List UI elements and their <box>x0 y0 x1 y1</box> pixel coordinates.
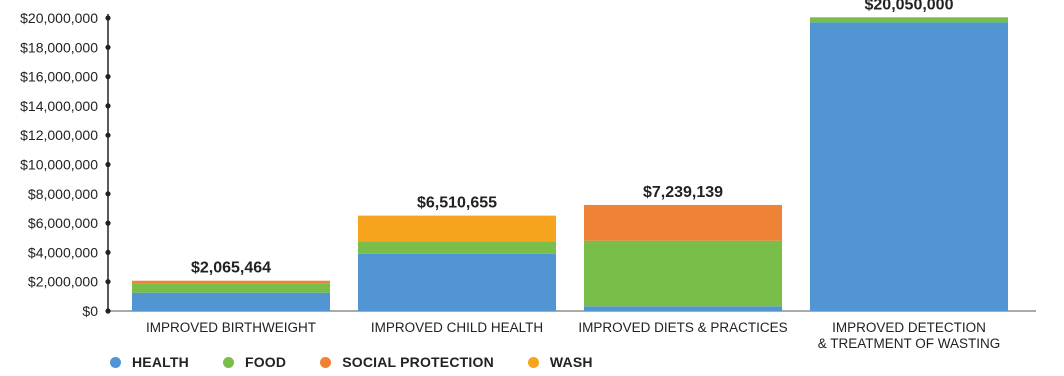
bar-segment-social-protection <box>132 280 330 284</box>
y-tick-label: $14,000,000 <box>20 98 98 114</box>
y-tick-label: $12,000,000 <box>20 127 98 143</box>
bar-total-label: $7,239,139 <box>643 184 723 201</box>
y-tick-label: $8,000,000 <box>28 186 98 202</box>
bar-segment-social-protection <box>584 204 782 241</box>
y-tick-dot <box>105 191 111 197</box>
y-tick-label: $20,000,000 <box>20 10 98 26</box>
x-category-label: IMPROVED DETECTION <box>832 320 986 335</box>
y-tick-label: $6,000,000 <box>28 215 98 231</box>
y-tick-dot <box>105 220 111 226</box>
bar-segment-food <box>358 241 556 254</box>
y-tick-dot <box>105 74 111 80</box>
bar-segment-health <box>584 306 782 311</box>
legend-item: HEALTH <box>110 354 189 370</box>
bar-segment-food <box>810 17 1008 23</box>
x-category-label: & TREATMENT OF WASTING <box>818 336 1001 351</box>
bar-segment-food <box>584 240 782 307</box>
legend-label: FOOD <box>244 354 287 370</box>
bar-segment-health <box>132 292 330 311</box>
legend-label: HEALTH <box>132 354 189 370</box>
y-tick-dot <box>105 308 111 314</box>
legend-dot-icon <box>320 356 332 368</box>
y-tick-label: $18,000,000 <box>20 39 98 55</box>
legend: HEALTH FOOD SOCIAL PROTECTION WASH <box>110 354 627 370</box>
bar-segment-food <box>132 283 330 293</box>
legend-dot-icon <box>527 356 539 368</box>
y-tick-dot <box>105 161 111 168</box>
y-tick-dot <box>105 279 111 285</box>
bar-total-label: $20,050,000 <box>865 0 954 13</box>
legend-item: FOOD <box>222 354 287 370</box>
y-tick-label: $10,000,000 <box>20 157 98 173</box>
bar-segment-health <box>810 22 1008 312</box>
x-category-label: IMPROVED BIRTHWEIGHT <box>146 320 316 335</box>
bar-segment-health <box>358 253 556 311</box>
legend-label: WASH <box>549 354 593 370</box>
legend-label: SOCIAL PROTECTION <box>342 354 494 370</box>
y-tick-dot <box>105 15 111 21</box>
bar-total-label: $2,065,464 <box>191 260 271 277</box>
legend-dot-icon <box>110 356 121 368</box>
bar-segment-wash <box>358 215 556 242</box>
x-category-label: IMPROVED CHILD HEALTH <box>371 320 543 335</box>
y-tick-label: $0 <box>82 303 98 319</box>
y-tick-dot <box>105 103 111 109</box>
y-tick-dot <box>105 132 111 138</box>
y-tick-label: $2,000,000 <box>28 274 98 290</box>
bar-total-label: $6,510,655 <box>417 195 497 212</box>
x-category-label: IMPROVED DIETS & PRACTICES <box>578 320 787 335</box>
legend-item: WASH <box>527 354 593 370</box>
y-tick-dot <box>105 44 111 50</box>
y-tick-label: $4,000,000 <box>28 244 98 260</box>
legend-dot-icon <box>222 356 234 368</box>
y-tick-dot <box>105 249 111 255</box>
legend-item: SOCIAL PROTECTION <box>320 354 494 370</box>
y-tick-label: $16,000,000 <box>20 69 98 85</box>
